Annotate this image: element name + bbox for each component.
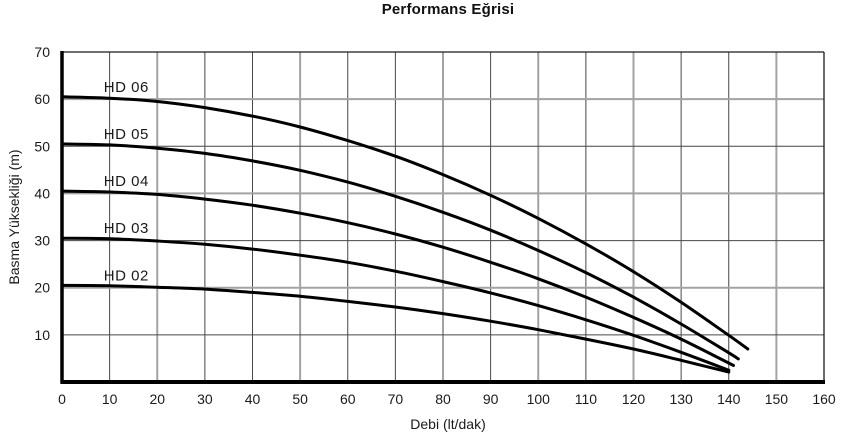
- x-tick-label: 40: [245, 391, 261, 407]
- y-tick-label: 50: [34, 138, 50, 154]
- x-tick-label: 30: [197, 391, 213, 407]
- x-tick-label: 130: [669, 391, 693, 407]
- y-tick-label: 70: [34, 44, 50, 60]
- x-tick-label: 20: [149, 391, 165, 407]
- x-tick-label: 90: [483, 391, 499, 407]
- pump-curve-hd02: [60, 283, 731, 374]
- series-label-hd02: HD 02: [104, 267, 149, 284]
- y-tick-label: 10: [34, 327, 50, 343]
- x-tick-label: 10: [102, 391, 118, 407]
- x-axis-label: Debi (lt/dak): [410, 416, 486, 432]
- y-tick-label: 20: [34, 280, 50, 296]
- chart-title: Performans Eğrisi: [381, 1, 515, 18]
- x-tick-label: 110: [575, 391, 598, 407]
- y-axis-label: Basma Yüksekliği (m): [6, 149, 22, 285]
- series-label-hd06: HD 06: [104, 79, 149, 96]
- x-tick-label: 140: [717, 391, 741, 407]
- pump-curve-hd05: [60, 142, 740, 361]
- x-tick-label: 0: [58, 391, 66, 407]
- y-tick-label: 60: [34, 91, 50, 107]
- series-label-hd04: HD 04: [104, 173, 149, 190]
- pump-curve-hd04: [60, 189, 735, 367]
- x-tick-label: 70: [388, 391, 404, 407]
- x-tick-label: 80: [435, 391, 451, 407]
- series-label-hd03: HD 03: [104, 220, 149, 237]
- x-tick-label: 150: [765, 391, 789, 407]
- x-tick-label: 60: [340, 391, 356, 407]
- x-tick-label: 100: [527, 391, 551, 407]
- y-tick-label: 40: [34, 185, 50, 201]
- series-label-hd05: HD 05: [104, 126, 149, 143]
- x-tick-label: 50: [292, 391, 308, 407]
- x-tick-label: 160: [812, 391, 836, 407]
- pump-curve-hd03: [60, 236, 731, 372]
- x-tick-label: 120: [622, 391, 646, 407]
- y-tick-label: 30: [34, 233, 50, 249]
- pump-curve-hd06: [60, 95, 750, 351]
